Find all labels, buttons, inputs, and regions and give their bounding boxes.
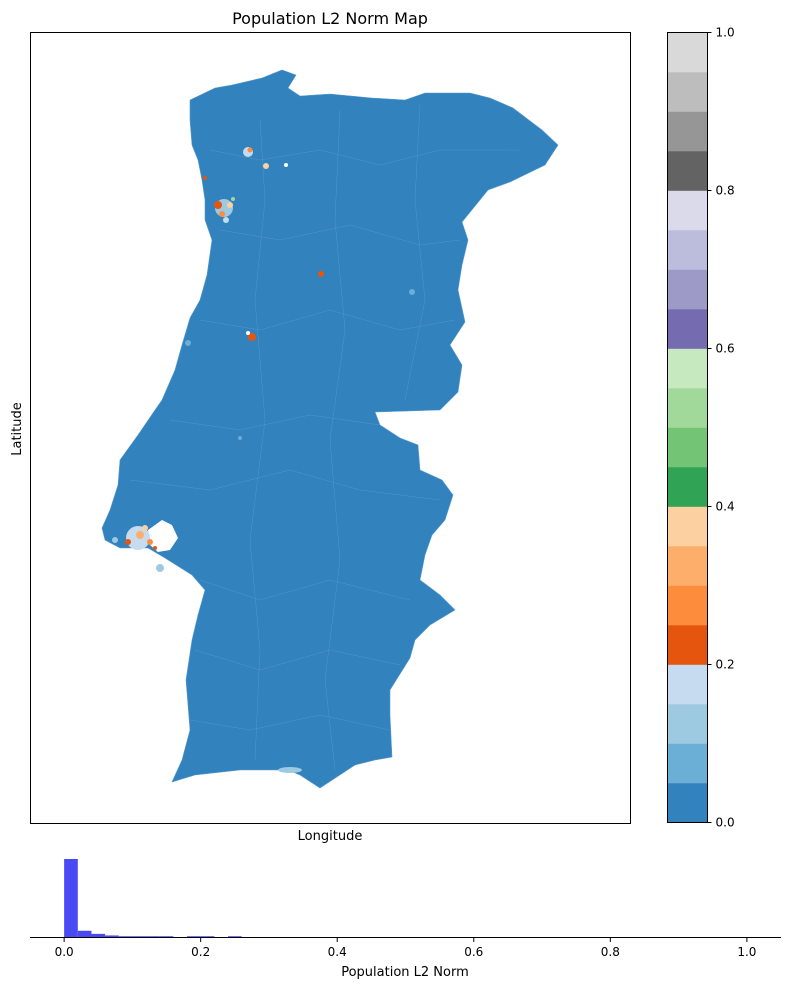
histogram-bar	[118, 936, 133, 937]
histogram-bar	[105, 935, 119, 937]
colorbar-segment	[667, 704, 708, 744]
boundary-lines	[129, 104, 520, 771]
histogram-tick-label: 0.0	[55, 945, 74, 959]
colorbar-tick-label: 0.6	[716, 342, 735, 356]
colorbar-tick-label: 0.4	[716, 500, 735, 514]
histogram-tick-label: 0.4	[328, 945, 347, 959]
colorbar-segment	[667, 625, 708, 665]
histogram-bar	[187, 936, 201, 937]
colorbar-segment	[667, 427, 708, 468]
histogram-bar	[77, 930, 92, 937]
histogram-bar	[146, 936, 160, 937]
colorbar-segment	[667, 506, 708, 547]
histogram-bar	[132, 936, 147, 937]
colorbar-segment	[667, 585, 708, 626]
colorbar-segment	[667, 348, 708, 389]
colorbar-tick-label: 0.0	[716, 816, 735, 830]
colorbar-segment	[667, 743, 708, 784]
colorbar-segment	[667, 190, 708, 231]
tagus-estuary	[148, 520, 178, 552]
colorbar-tick-label: 0.8	[716, 184, 735, 198]
colorbar-segment	[667, 388, 708, 428]
hotspots	[112, 147, 415, 773]
histogram-bar	[200, 936, 215, 937]
histogram-tick-label: 0.2	[191, 945, 210, 959]
colorbar	[667, 32, 708, 823]
colorbar-tick-label: 0.2	[716, 658, 735, 672]
colorbar-segment	[667, 32, 708, 73]
histogram-bar	[64, 859, 78, 937]
map-ylabel: Latitude	[10, 402, 25, 456]
colorbar-segment	[667, 72, 708, 112]
colorbar-ticks: 0.0 0.2 0.4 0.6 0.8 1.0	[707, 26, 735, 830]
histogram-bar	[227, 936, 242, 937]
histogram-tick-label: 1.0	[737, 945, 756, 959]
map-title: Population L2 Norm Map	[232, 9, 428, 28]
colorbar-tick-label: 1.0	[716, 26, 735, 40]
colorbar-segment	[667, 546, 708, 586]
colorbar-frame	[667, 32, 708, 823]
histogram-ticks: 0.0 0.2 0.4 0.6 0.8 1.0	[55, 937, 756, 959]
histogram-bar	[91, 933, 106, 937]
colorbar-segment	[667, 783, 708, 823]
histogram-tick-label: 0.8	[601, 945, 620, 959]
histogram-bar	[159, 936, 174, 937]
colorbar-segment	[667, 664, 708, 705]
histogram-xlabel: Population L2 Norm	[341, 965, 469, 980]
colorbar-segment	[667, 467, 708, 507]
histogram-tick-label: 0.6	[464, 945, 483, 959]
colorbar-segment	[667, 151, 708, 191]
colorbar-segment	[667, 230, 708, 270]
histogram	[64, 859, 242, 937]
map-xlabel: Longitude	[298, 829, 363, 844]
colorbar-segment	[667, 111, 708, 152]
portugal-shape	[101, 69, 559, 789]
colorbar-segment	[667, 269, 708, 310]
colorbar-segment	[667, 309, 708, 349]
map-region	[101, 69, 559, 789]
